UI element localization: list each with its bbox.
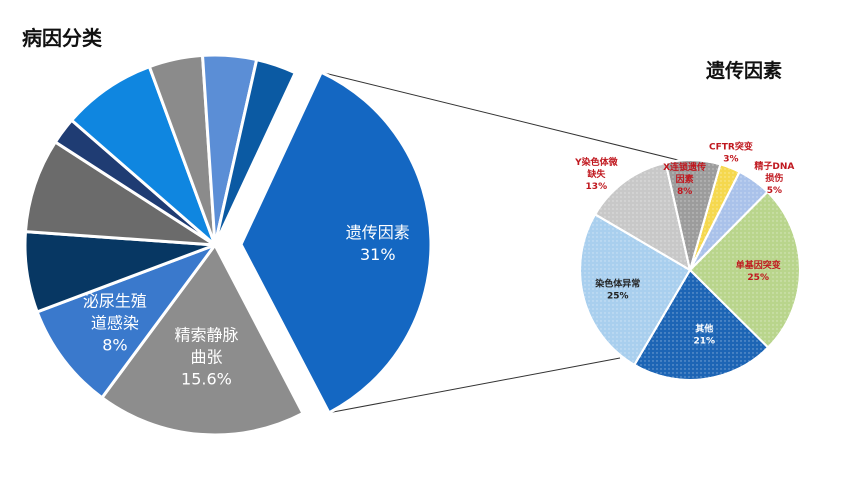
main-pie-slice	[99, 242, 306, 437]
sub-slice-label-line: 染色体异常	[594, 278, 640, 290]
connector-line-bottom	[328, 357, 621, 414]
main-slice-label-line: 8%	[102, 335, 127, 354]
sub-slice-label-line: Y染色体微	[574, 156, 619, 168]
sub-pie-slice-texture	[664, 159, 722, 271]
main-pie	[23, 53, 433, 437]
sub-slice-label: CFTR突变 3%	[709, 141, 753, 165]
sub-slice-label: Y染色体微缺失 13%	[574, 156, 619, 192]
sub-pie-slice-texture	[593, 161, 692, 273]
main-pie-slice	[23, 139, 216, 247]
sub-slice-label-line: 21%	[693, 337, 715, 347]
sub-slice-label-line: 精子DNA	[754, 160, 794, 172]
sub-slice-label: 其他 21%	[693, 323, 715, 347]
sub-slice-label-line: 13%	[586, 182, 608, 192]
sub-pie-slice-texture	[632, 268, 770, 381]
main-slice-label-line: 31%	[360, 245, 396, 264]
sub-slice-label-line: 25%	[747, 273, 769, 283]
sub-slice-label-line: 单基因突变	[736, 259, 781, 271]
main-slice-label: 遗传因素 31%	[346, 223, 410, 264]
sub-slice-label: 精子DNA 损伤 5%	[754, 160, 794, 196]
main-slice-label-line: 遗传因素	[346, 223, 410, 242]
sub-pie-slice-texture	[688, 190, 801, 349]
main-pie-slice	[213, 57, 298, 246]
sub-slice-label-line: 因素	[676, 173, 694, 185]
sub-slice-label-line: 5%	[767, 186, 782, 196]
main-slice-label-line: 精索静脉	[174, 326, 238, 345]
sub-slice-label: 染色体异常 25%	[594, 278, 640, 302]
main-pie-slice	[69, 64, 217, 247]
sub-slice-label-line: 损伤	[765, 172, 783, 184]
main-slice-label: 泌尿生殖道感染 8%	[83, 291, 147, 354]
main-pie-slice	[239, 70, 433, 415]
sub-slice-label-line: X连锁遗传	[663, 161, 706, 173]
sub-slice-label: X连锁遗传因素 8%	[663, 161, 706, 197]
connector-lines	[321, 71, 683, 414]
main-pie-labels: 遗传因素 31% 精索静脉曲张 15.6% 泌尿生殖道感染 8%	[83, 223, 410, 389]
sub-slice-label-line: 3%	[723, 155, 738, 165]
main-pie-slice	[35, 241, 220, 400]
sub-slice-label: 单基因突变 25%	[736, 259, 781, 283]
sub-pie	[579, 159, 801, 381]
main-chart-title: 病因分类	[22, 26, 102, 50]
sub-slice-label-line: 8%	[677, 187, 692, 197]
main-slice-label-line: 道感染	[91, 313, 139, 332]
sub-slice-label-line: 其他	[695, 323, 713, 335]
sub-slice-label-line: 25%	[607, 292, 629, 302]
main-slice-label-line: 15.6%	[181, 370, 232, 389]
sub-slice-label-line: CFTR突变	[709, 141, 753, 153]
connector-line-top	[321, 71, 683, 162]
main-slice-label-line: 泌尿生殖	[83, 291, 147, 310]
sub-pie-slice-texture	[579, 212, 692, 367]
sub-chart-title: 遗传因素	[705, 59, 782, 82]
main-slice-label-line: 曲张	[190, 348, 222, 367]
sub-slice-label-line: 缺失	[586, 168, 606, 180]
main-slice-label: 精索静脉曲张 15.6%	[174, 326, 238, 389]
sub-pie-labels: CFTR突变 3% 精子DNA 损伤 5% 单基因突变 25% 其他 21% 染色体异常 25% Y染…	[574, 141, 794, 347]
